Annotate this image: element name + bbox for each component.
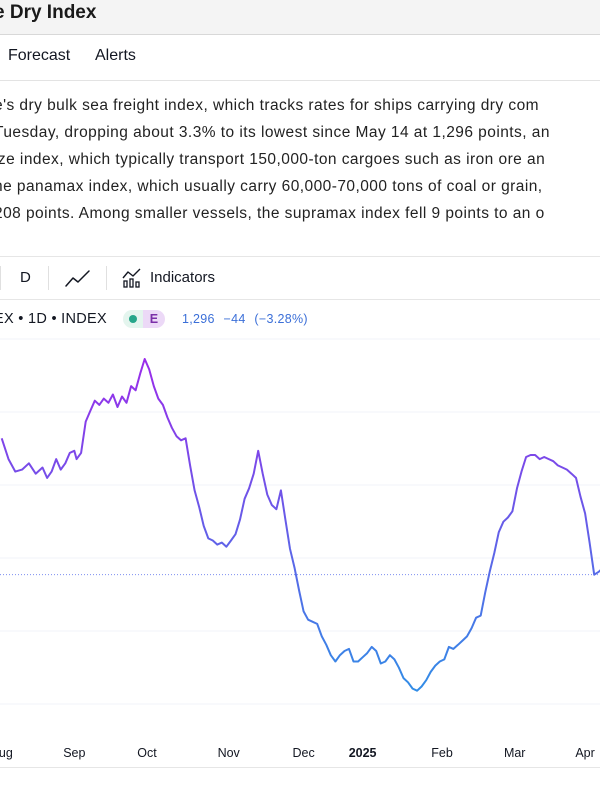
toolbar-divider [48, 266, 49, 290]
status-dot [128, 315, 137, 323]
x-tick-label: 2025 [349, 746, 377, 760]
x-tick-label: Oct [137, 746, 157, 760]
interval-button[interactable]: D [20, 269, 31, 286]
axis-divider [0, 767, 600, 768]
x-tick-label: Nov [218, 746, 241, 760]
x-tick-label: Apr [575, 746, 594, 760]
page-title: e Dry Index [0, 2, 97, 23]
line-chart-icon[interactable] [64, 266, 92, 290]
x-tick-label: Sep [63, 746, 85, 760]
toolbar-divider [106, 266, 107, 290]
article-line: e's dry bulk sea freight index, which tr… [0, 97, 539, 114]
legend-values: 1,296 −44 (−3.28%) [182, 312, 313, 326]
market-status-icon [122, 310, 143, 328]
price-chart[interactable]: Aug Sep Oct Nov Dec 2025 Feb Mar Apr [0, 299, 600, 767]
article-line: ize index, which typically transport 150… [0, 151, 546, 168]
change-value: −44 [223, 312, 246, 326]
chart-legend: EX • 1D • INDEX E 1,296 −44 (−3.28%) [0, 309, 313, 329]
tab-forecast[interactable]: Forecast [8, 47, 71, 64]
tab-bar: Forecast Alerts [0, 35, 600, 81]
indicators-icon[interactable] [120, 266, 144, 290]
chart-area[interactable]: Aug Sep Oct Nov Dec 2025 Feb Mar Apr [0, 299, 600, 767]
article-line: Tuesday, dropping about 3.3% to its lowe… [0, 124, 550, 141]
toolbar-divider [0, 266, 1, 290]
x-tick-label: Mar [504, 746, 526, 760]
tab-alerts[interactable]: Alerts [95, 47, 136, 64]
series-line[interactable] [0, 358, 600, 692]
status-badge[interactable]: E [122, 310, 165, 328]
article-line: 208 points. Among smaller vessels, the s… [0, 205, 545, 222]
exchange-badge: E [142, 310, 165, 328]
x-tick-label: Aug [0, 746, 13, 760]
x-tick-label: Feb [431, 746, 453, 760]
last-value: 1,296 [181, 312, 215, 326]
title-bar: e Dry Index [0, 0, 600, 35]
change-percent: (−3.28%) [254, 312, 308, 326]
x-tick-label: Dec [292, 746, 314, 760]
article-text: e's dry bulk sea freight index, which tr… [0, 95, 600, 245]
article-line: he panamax index, which usually carry 60… [0, 178, 543, 195]
symbol-label[interactable]: EX • 1D • INDEX [0, 311, 107, 327]
chart-toolbar: D Indicators [0, 256, 600, 300]
indicators-button[interactable]: Indicators [150, 269, 216, 286]
